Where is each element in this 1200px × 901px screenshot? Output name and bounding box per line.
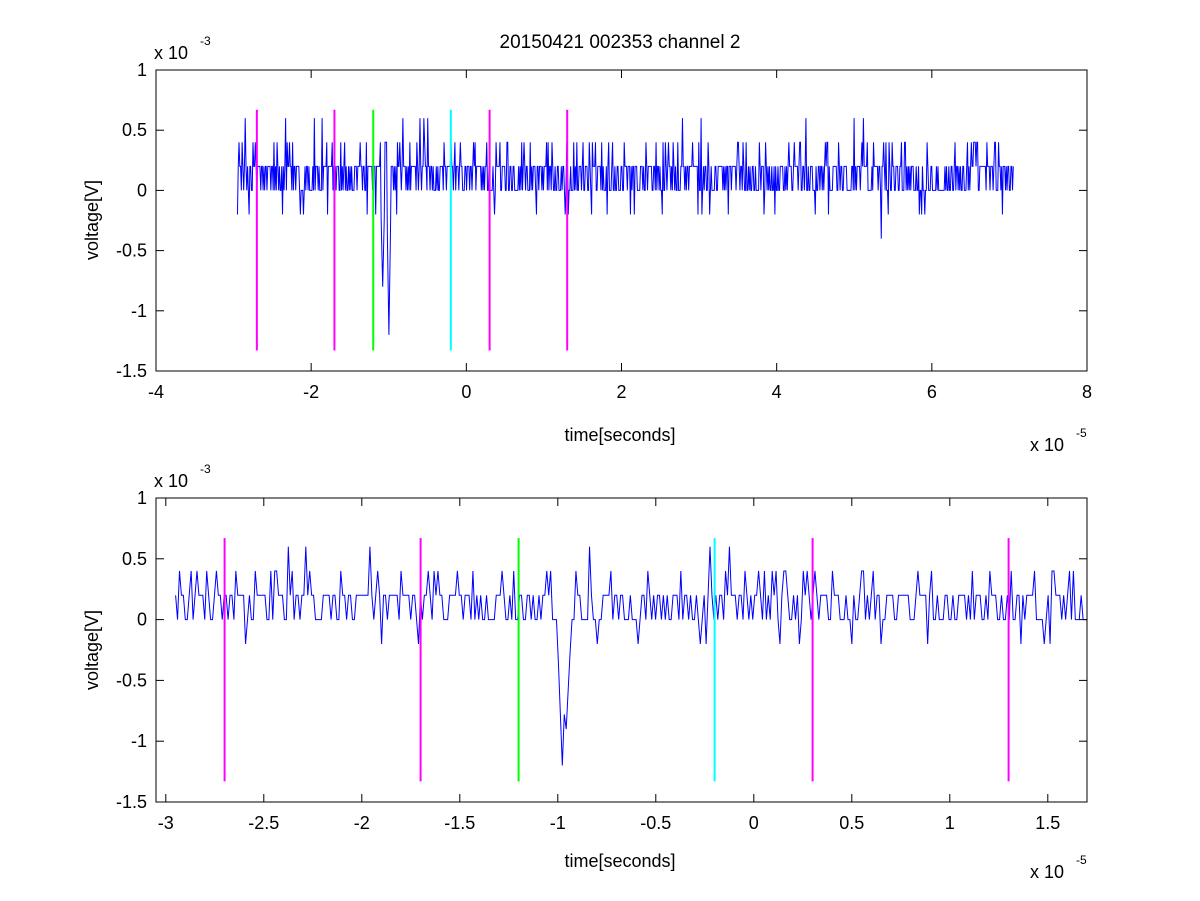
bottom-x-multiplier-exponent: -5 <box>1076 853 1087 867</box>
bottom-y-multiplier: x 10 <box>154 471 188 491</box>
top-x-tick-label: 2 <box>616 382 626 402</box>
top-y-tick-label: 0.5 <box>122 120 147 140</box>
chart-title: 20150421 002353 channel 2 <box>500 32 741 53</box>
bottom-y-tick-label: 0.5 <box>122 549 147 569</box>
bottom-x-tick-label: -3 <box>158 813 174 833</box>
top-y-multiplier: x 10 <box>154 43 188 63</box>
bottom-x-tick-label: 1 <box>945 813 955 833</box>
top-y-tick-label: -0.5 <box>116 241 147 261</box>
bottom-x-axis-label: time[seconds] <box>564 851 675 871</box>
bottom-x-tick-label: 0 <box>749 813 759 833</box>
bottom-y-multiplier-exponent: -3 <box>200 462 211 476</box>
bottom-x-tick-label: -1.5 <box>444 813 475 833</box>
top-x-multiplier-exponent: -5 <box>1076 426 1087 440</box>
bottom-x-tick-label: -2 <box>354 813 370 833</box>
top-x-tick-label: 0 <box>461 382 471 402</box>
top-subplot: 20150421 002353 channel 2 -4 -2 0 2 4 6 8-1.5-… <box>82 32 1092 455</box>
bottom-plot-area <box>175 538 1087 782</box>
top-y-tick-label: 1 <box>137 60 147 80</box>
bottom-x-tick-label: 1.5 <box>1035 813 1060 833</box>
top-y-multiplier-exponent: -3 <box>200 34 211 48</box>
top-x-axis-label: time[seconds] <box>564 425 675 445</box>
top-x-tick-label: -2 <box>303 382 319 402</box>
bottom-x-tick-label: -1 <box>550 813 566 833</box>
top-plot-area <box>236 109 1014 351</box>
top-axes-frame <box>155 69 1088 372</box>
bottom-y-tick-label: 1 <box>137 488 147 508</box>
bottom-x-tick-label: -2.5 <box>248 813 279 833</box>
top-y-tick-label: -1.5 <box>116 361 147 381</box>
top-y-axis-label: voltage[V] <box>82 180 102 260</box>
top-ticks: -4 -2 0 2 4 6 8 -1.5 -1 -0.5 0 0.5 1 <box>116 60 1092 402</box>
top-x-multiplier: x 10 <box>1030 435 1064 455</box>
top-y-tick-label: 0 <box>137 180 147 200</box>
top-x-tick-label: 8 <box>1082 382 1092 402</box>
bottom-y-axis-label: voltage[V] <box>82 610 102 690</box>
top-y-tick-label: -1 <box>131 301 147 321</box>
bottom-axes-frame <box>155 497 1088 803</box>
bottom-x-multiplier: x 10 <box>1030 862 1064 882</box>
bottom-signal-trace <box>175 546 1087 766</box>
bottom-y-tick-label: -1.5 <box>116 792 147 812</box>
bottom-y-tick-label: -1 <box>131 731 147 751</box>
bottom-y-tick-label: 0 <box>137 610 147 630</box>
top-x-tick-label: -4 <box>148 382 164 402</box>
bottom-x-tick-label: 0.5 <box>839 813 864 833</box>
bottom-subplot: -3 -2.5 -2 -1.5 -1 -0.5 0 0.5 1 1.5 -1.5 -1 -0.5 0 0.5… <box>82 462 1088 882</box>
top-signal-trace <box>236 118 1014 335</box>
bottom-x-tick-label: -0.5 <box>640 813 671 833</box>
bottom-y-tick-label: -0.5 <box>116 670 147 690</box>
bottom-ticks: -3 -2.5 -2 -1.5 -1 -0.5 0 0.5 1 1.5 -1.5 -1 -0.5 0 0.5… <box>116 488 1087 833</box>
top-x-tick-label: 6 <box>927 382 937 402</box>
top-x-tick-label: 4 <box>772 382 782 402</box>
